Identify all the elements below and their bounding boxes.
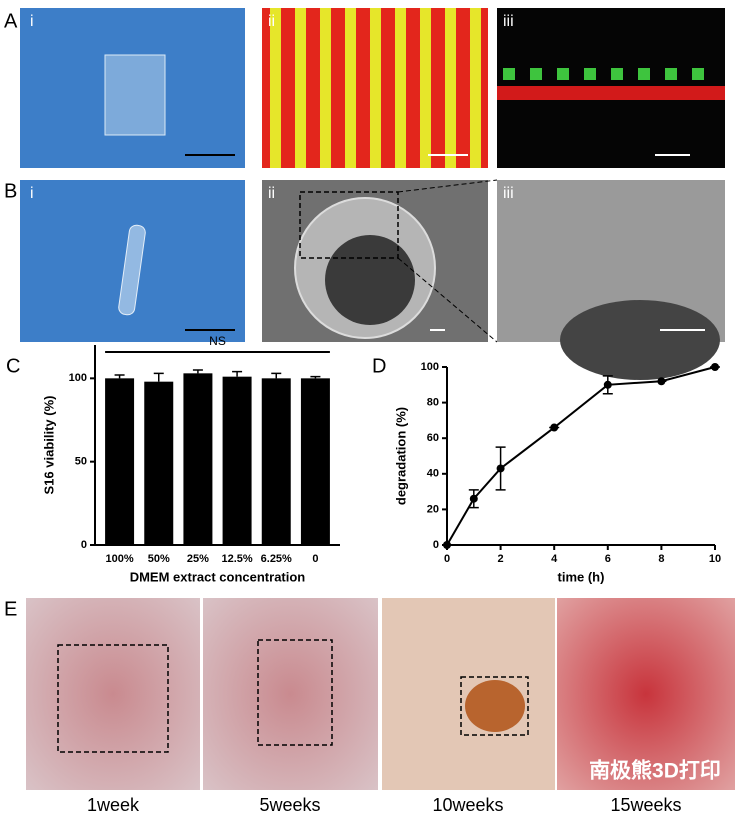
subpanel-label: ii: [268, 185, 275, 202]
week-label: 5weeks: [259, 795, 320, 815]
subpanel-label: i: [30, 13, 34, 30]
subpanel-label: i: [30, 185, 34, 202]
bar: [144, 381, 174, 545]
line: [446, 366, 716, 546]
y-tick-label: 0: [433, 539, 439, 551]
error-bar: [153, 372, 164, 382]
error-bar: [271, 372, 282, 379]
x-tick-label: 0: [444, 553, 450, 565]
x-tick-label: 50%: [148, 553, 170, 565]
zoom-box: [299, 191, 399, 259]
red-band: [497, 86, 725, 100]
panel-label: E: [4, 598, 17, 620]
bar: [300, 378, 330, 545]
y-axis-label: degradation (%): [393, 407, 408, 505]
annotation: NS: [209, 334, 226, 348]
point: [711, 363, 719, 371]
x-tick-label: 4: [551, 553, 558, 565]
point: [443, 541, 451, 549]
error-bar: [114, 374, 125, 379]
point: [496, 464, 505, 473]
point: [469, 494, 478, 503]
lumen: [325, 235, 415, 325]
x-tick-label: 10: [709, 553, 721, 565]
panel-images: [20, 8, 735, 790]
image-e-4: [557, 598, 735, 790]
implant: [465, 680, 525, 732]
subpanel-label: iii: [503, 185, 514, 202]
x-tick-label: 2: [498, 553, 504, 565]
green-dots: [503, 68, 704, 80]
panel-label: B: [4, 180, 17, 202]
panel-label: A: [4, 10, 18, 32]
x-tick-label: 100%: [106, 553, 134, 565]
x-axis-label: DMEM extract concentration: [130, 569, 306, 584]
point: [603, 380, 612, 389]
film: [104, 54, 166, 136]
image-a-ii: [262, 8, 488, 168]
labels: A B C D E i ii iii i ii iii 1week 5weeks…: [4, 10, 721, 814]
y-tick-label: 40: [427, 468, 439, 480]
y-tick-label: 20: [427, 503, 439, 515]
week-label: 15weeks: [610, 795, 681, 815]
tube: [118, 224, 146, 316]
x-tick-label: 25%: [187, 553, 209, 565]
point: [550, 423, 559, 432]
error-bar: [310, 375, 321, 379]
image-e-2: [203, 598, 378, 790]
week-label: 10weeks: [432, 795, 503, 815]
y-tick-label: 50: [75, 456, 87, 468]
error-bar: [192, 369, 203, 374]
image-e-1: [26, 598, 200, 790]
watermark: 南极熊3D打印: [589, 759, 721, 783]
implant-box: [460, 676, 529, 736]
bar: [222, 376, 252, 545]
point: [657, 377, 666, 386]
y-tick-label: 100: [421, 361, 439, 373]
bar: [183, 373, 213, 545]
panel-label: C: [6, 355, 20, 377]
week-label: 1week: [87, 795, 140, 815]
x-tick-label: 0: [312, 553, 318, 565]
x-tick-label: 6: [605, 553, 611, 565]
x-tick-label: 12.5%: [221, 553, 252, 565]
subpanel-label: ii: [268, 13, 275, 30]
implant-box: [257, 639, 333, 746]
x-tick-label: 6.25%: [261, 553, 292, 565]
x-tick-label: 8: [658, 553, 664, 565]
zoom-line: [397, 257, 498, 343]
subpanel-label: iii: [503, 13, 514, 30]
y-axis-label: S16 viability (%): [41, 396, 56, 495]
panel-label: D: [372, 355, 386, 377]
implant-box: [57, 644, 169, 753]
zoom-line: [397, 179, 498, 193]
y-tick-label: 100: [69, 372, 87, 384]
y-tick-label: 80: [427, 397, 439, 409]
bar: [261, 378, 291, 545]
x-axis-label: time (h): [558, 569, 605, 584]
y-tick-label: 60: [427, 432, 439, 444]
error-bar: [232, 370, 243, 377]
y-tick-label: 0: [81, 539, 87, 551]
lumen: [560, 300, 720, 380]
bar: [105, 378, 135, 545]
